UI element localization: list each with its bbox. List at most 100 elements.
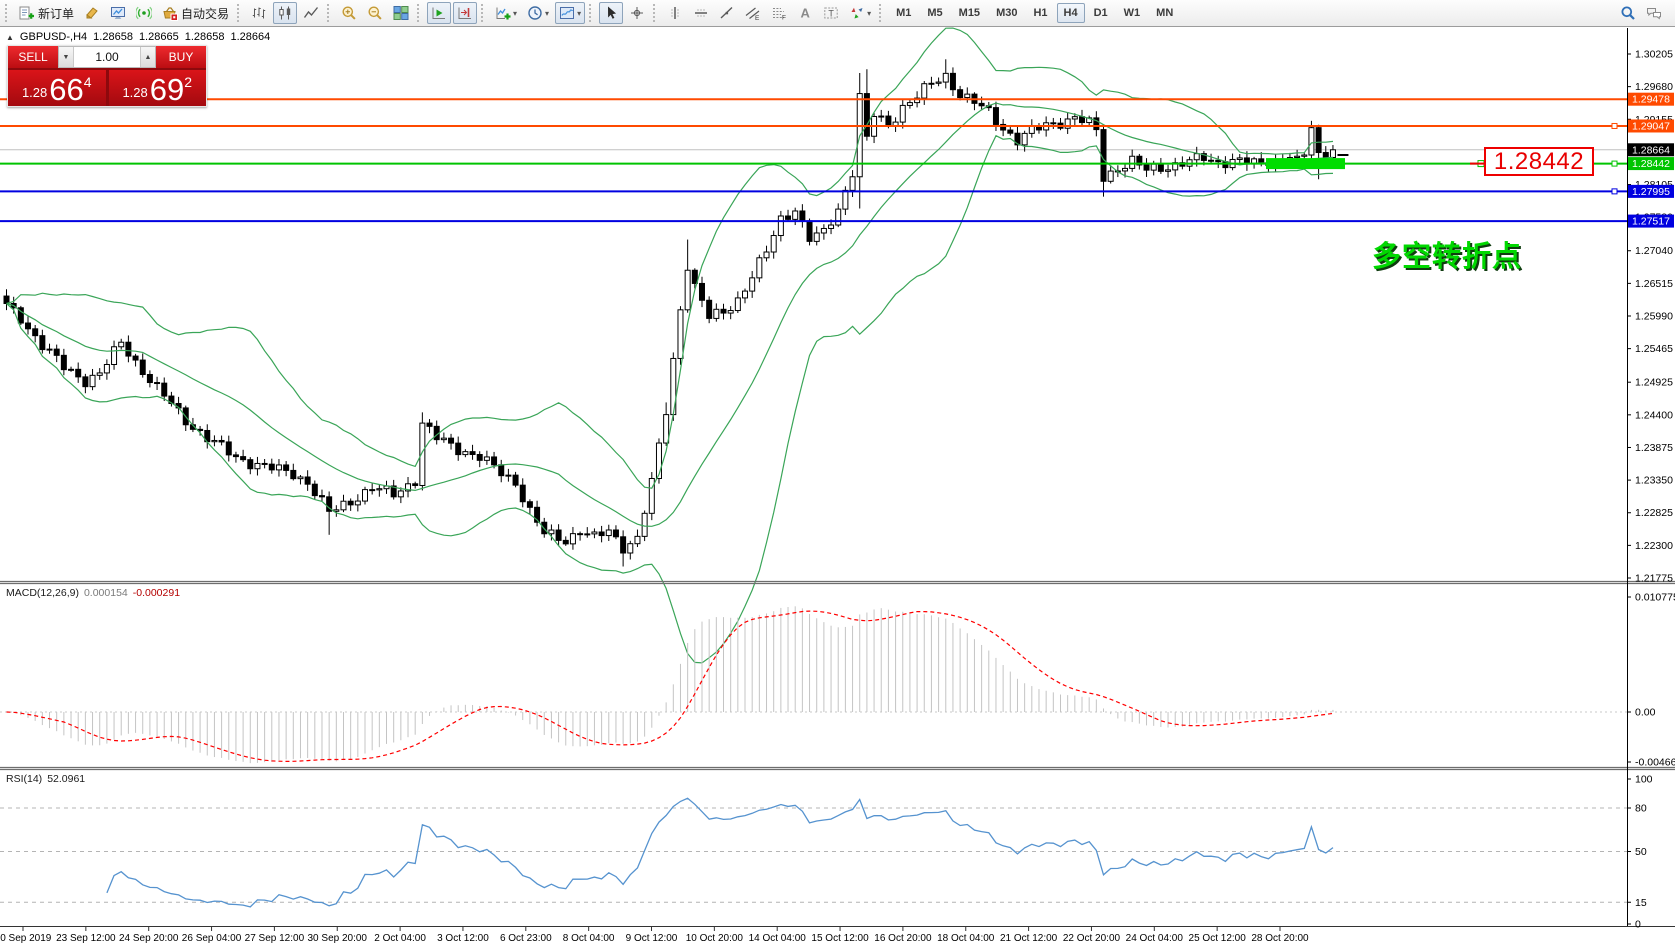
timeframe-m30-button[interactable]: M30	[989, 3, 1024, 23]
annotation-note[interactable]: 多空转折点	[1372, 241, 1523, 273]
periods-icon	[528, 6, 542, 20]
new-order-button[interactable]: 新订单	[15, 2, 78, 24]
timeframe-mn-button[interactable]: MN	[1149, 3, 1180, 23]
eraser-button[interactable]	[80, 2, 104, 24]
ohlc-low: 1.28658	[184, 31, 225, 43]
vertical-line-button[interactable]	[663, 2, 687, 24]
highlight-segment[interactable]	[1266, 158, 1345, 170]
buy-price-tile[interactable]: 1.28 69 2	[108, 70, 206, 106]
time-axis-label: 15 Oct 12:00	[811, 933, 869, 944]
autotrading-button[interactable]: 自动交易	[158, 2, 233, 24]
price-label-box	[1628, 143, 1674, 157]
timeframe-w1-button[interactable]: W1	[1117, 3, 1148, 23]
macd-histogram	[13, 606, 1334, 764]
timeframe-h4-button[interactable]: H4	[1056, 3, 1085, 23]
timeframe-m15-button[interactable]: M15	[952, 3, 987, 23]
time-axis-label: 6 Oct 23:00	[500, 933, 552, 944]
new-order-button-label: 新订单	[38, 6, 75, 21]
timeframe-m5-button[interactable]: M5	[920, 3, 949, 23]
time-axis-label: 10 Oct 20:00	[686, 933, 744, 944]
candlestick-button[interactable]	[273, 2, 298, 24]
terminal-button[interactable]	[106, 2, 130, 24]
signal-button[interactable]	[132, 2, 156, 24]
price-tick-label: 1.30205	[1635, 49, 1673, 61]
bollinger-bands	[6, 27, 1334, 664]
line-chart-button[interactable]	[299, 2, 323, 24]
vertical-line-icon	[671, 7, 680, 19]
price-tick-label: 1.24925	[1635, 377, 1673, 389]
indicators-icon	[496, 7, 511, 20]
sell-price-figure: 1.28	[21, 85, 48, 100]
crosshair-icon	[631, 7, 644, 19]
search-button[interactable]	[1616, 2, 1640, 24]
chevron-down-icon[interactable]: ▾	[867, 8, 872, 18]
volume-control: ▼ ▲	[58, 46, 156, 68]
new-order-icon	[19, 6, 34, 20]
bar-chart-icon	[252, 7, 266, 19]
text-label-button[interactable]: T	[819, 2, 843, 24]
price-label-text: 1.28442	[1632, 158, 1670, 170]
sell-price-point: 4	[83, 74, 92, 90]
zoom-out-icon	[368, 6, 382, 20]
bar-chart-button[interactable]	[247, 2, 271, 24]
timeframe-h1-button[interactable]: H1	[1026, 3, 1054, 23]
volume-decrease-button[interactable]: ▼	[59, 47, 74, 67]
rsi-axis-label: 80	[1635, 803, 1647, 815]
channel-button[interactable]: E	[741, 2, 765, 24]
chart-shift-icon	[458, 7, 472, 19]
timeframe-m1-button[interactable]: M1	[889, 3, 918, 23]
toolbar-right-group	[1615, 2, 1667, 24]
arrows-button[interactable]: ▾	[845, 2, 875, 24]
trendline-button[interactable]	[715, 2, 739, 24]
time-axis-label: 21 Oct 12:00	[1000, 933, 1058, 944]
cursor-button[interactable]	[599, 2, 624, 24]
text-label-icon: T	[824, 7, 838, 19]
indicators-button[interactable]: ▾	[491, 2, 521, 24]
volume-input[interactable]	[74, 47, 140, 67]
ohlc-high: 1.28665	[138, 31, 179, 43]
price-label-box	[1628, 184, 1674, 198]
ohlc-open: 1.28658	[93, 31, 133, 43]
chevron-down-icon[interactable]: ▾	[545, 8, 550, 18]
price-axis[interactable]: 1.302051.296801.291551.286301.281051.275…	[1627, 28, 1675, 931]
chart-shift-button[interactable]	[453, 2, 478, 24]
price-label-text: 1.27517	[1632, 216, 1670, 228]
price-tick-label: 1.22300	[1635, 540, 1673, 552]
tile-windows-icon	[393, 6, 409, 20]
time-axis[interactable]: 20 Sep 2019 23 Sep 12:00 24 Sep 20:00 26 Se…	[0, 927, 1309, 944]
tile-windows-button[interactable]	[389, 2, 413, 24]
cursor-icon	[608, 6, 617, 19]
auto-scroll-button[interactable]	[427, 2, 452, 24]
collapse-trade-panel-icon[interactable]: ▲	[6, 32, 14, 42]
buy-button[interactable]: BUY	[156, 46, 206, 68]
autotrading-button-label: 自动交易	[181, 6, 230, 21]
time-axis-label: 30 Sep 20:00	[308, 933, 368, 944]
rsi-axis-label: 50	[1635, 846, 1647, 858]
price-callout-box[interactable]: 1.28442	[1484, 147, 1594, 176]
sell-price-tile[interactable]: 1.28 66 4	[8, 70, 106, 106]
volume-increase-button[interactable]: ▲	[140, 47, 155, 67]
sell-button[interactable]: SELL	[8, 46, 58, 68]
chevron-down-icon[interactable]: ▾	[513, 8, 518, 18]
sell-price-pips: 66	[49, 72, 84, 107]
rsi-indicator-label: RSI(14) 52.0961	[6, 773, 85, 785]
chat-button[interactable]	[1642, 2, 1666, 24]
trendline-icon	[720, 6, 733, 19]
toolbar-grip	[5, 4, 10, 22]
rsi-axis-label: 0	[1635, 919, 1641, 931]
zoom-in-button[interactable]	[337, 2, 361, 24]
line-chart-icon	[303, 7, 319, 18]
periods-button[interactable]: ▾	[523, 2, 553, 24]
chevron-down-icon[interactable]: ▾	[577, 8, 582, 18]
fibonacci-button[interactable]: F	[767, 2, 791, 24]
crosshair-button[interactable]	[625, 2, 649, 24]
zoom-out-button[interactable]	[363, 2, 387, 24]
ohlc-close: 1.28664	[230, 31, 271, 43]
text-button[interactable]: A	[793, 2, 817, 24]
templates-button[interactable]: ▾	[555, 2, 586, 24]
horizontal-line-button[interactable]	[689, 2, 713, 24]
timeframe-d1-button[interactable]: D1	[1087, 3, 1115, 23]
time-axis-label: 9 Oct 12:00	[626, 933, 678, 944]
arrows-icon	[851, 7, 863, 19]
